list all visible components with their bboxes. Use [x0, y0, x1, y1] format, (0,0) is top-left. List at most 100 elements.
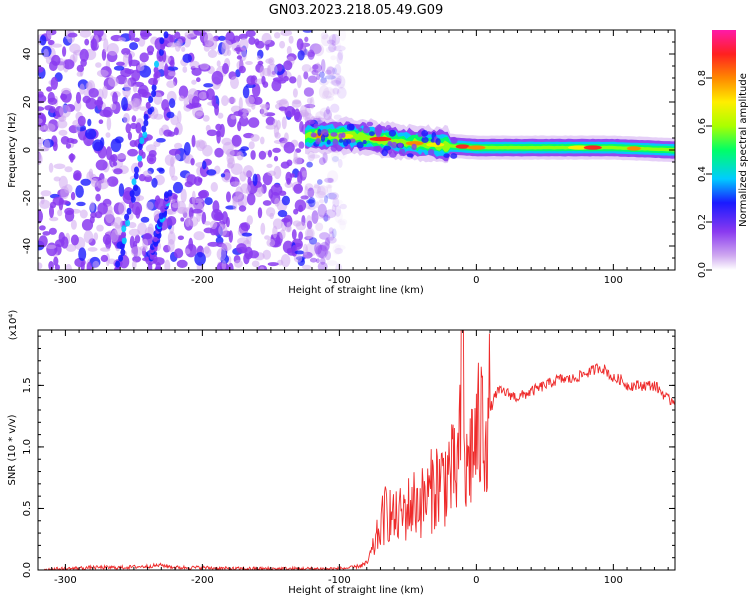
noise-blob [308, 237, 318, 245]
band-blob [366, 121, 374, 127]
noise-blob [337, 218, 348, 226]
noise-blob [78, 247, 87, 261]
y-tick-label: 0.0 [22, 562, 33, 578]
noise-blob [291, 100, 302, 108]
noise-blob [304, 106, 311, 120]
noise-blob [238, 205, 247, 212]
noise-blob [164, 63, 169, 77]
noise-blob [184, 31, 197, 38]
trace-a-blob [118, 254, 124, 262]
noise-blob [333, 45, 346, 52]
noise-blob [114, 153, 127, 160]
noise-blob [128, 222, 137, 229]
noise-blob [95, 62, 102, 68]
x-tick-label: -200 [191, 575, 214, 586]
noise-blob [219, 123, 225, 138]
noise-blob [308, 197, 316, 208]
noise-blob [286, 248, 293, 253]
noise-blob [89, 201, 95, 212]
noise-blob [131, 115, 137, 123]
noise-blob [221, 42, 230, 57]
noise-blob [234, 259, 243, 268]
noise-blob [196, 77, 201, 83]
noise-blob [203, 227, 214, 234]
noise-blob [257, 60, 264, 66]
noise-blob [238, 65, 246, 74]
noise-blob [226, 148, 235, 158]
noise-blob [267, 149, 272, 158]
noise-blob [283, 141, 295, 154]
noise-blob [326, 65, 334, 72]
colorbar-tick-label: 0.4 [697, 166, 708, 182]
noise-blob [339, 203, 347, 210]
noise-blob [324, 238, 331, 251]
noise-blob [328, 88, 341, 96]
noise-blob [259, 266, 265, 270]
noise-blob [42, 231, 51, 236]
band-blob [383, 145, 392, 151]
noise-blob [252, 96, 263, 105]
noise-blob [230, 115, 237, 120]
noise-blob [202, 115, 210, 122]
snr-scale-label: (x10⁴) [8, 310, 19, 341]
noise-blob [302, 243, 308, 256]
noise-blob [283, 75, 289, 82]
noise-blob [49, 205, 54, 218]
noise-blob [96, 69, 109, 78]
noise-blob [330, 55, 337, 61]
noise-blob [261, 32, 272, 45]
trace-a-blob [141, 125, 147, 133]
noise-blob [311, 210, 319, 224]
noise-blob [49, 106, 56, 114]
x-tick-label: 100 [604, 575, 623, 586]
noise-blob [217, 112, 224, 119]
noise-blob [284, 132, 289, 142]
noise-blob [39, 35, 47, 46]
signal-hotspot [467, 145, 486, 150]
noise-blob [291, 108, 296, 116]
band-blob [315, 138, 321, 145]
noise-blob [199, 63, 210, 70]
noise-blob [311, 69, 319, 76]
noise-blob [195, 111, 205, 116]
band-blob [375, 124, 383, 133]
colorbar: 0.0 0.2 0.4 0.6 0.8 Normalized spectral ampl… [697, 30, 749, 278]
band-blob [443, 153, 450, 158]
noise-blob [65, 143, 72, 149]
band-blob [326, 139, 331, 145]
noise-blob [326, 39, 336, 45]
noise-blob [178, 95, 185, 102]
noise-blob [127, 100, 136, 110]
noise-blob [332, 197, 340, 208]
noise-blob [281, 218, 291, 223]
noise-blob [201, 211, 207, 225]
noise-blob [163, 129, 173, 137]
noise-blob [128, 228, 141, 237]
noise-blob [112, 161, 118, 167]
noise-blob [250, 134, 260, 142]
x-tick-label: -200 [191, 275, 214, 286]
snr-series-line [38, 330, 675, 570]
noise-blob [293, 183, 303, 194]
noise-blob [146, 45, 155, 54]
noise-blob [107, 76, 119, 87]
noise-blob [158, 168, 165, 174]
noise-blob [307, 150, 315, 162]
noise-blob [293, 208, 299, 215]
noise-blob [166, 216, 177, 226]
noise-blob [248, 141, 255, 150]
noise-blob [304, 103, 316, 109]
noise-blob [199, 164, 209, 178]
noise-blob [204, 197, 213, 206]
trace-a-blob [131, 178, 137, 186]
noise-blob [303, 48, 308, 56]
noise-blob [301, 170, 308, 178]
noise-blob [245, 95, 255, 105]
noise-blob [309, 257, 318, 263]
noise-blob [325, 46, 335, 53]
noise-blob [156, 138, 166, 143]
noise-blob [300, 195, 309, 200]
noise-blob [289, 76, 297, 84]
noise-blob [151, 177, 158, 188]
noise-blob [51, 43, 63, 48]
